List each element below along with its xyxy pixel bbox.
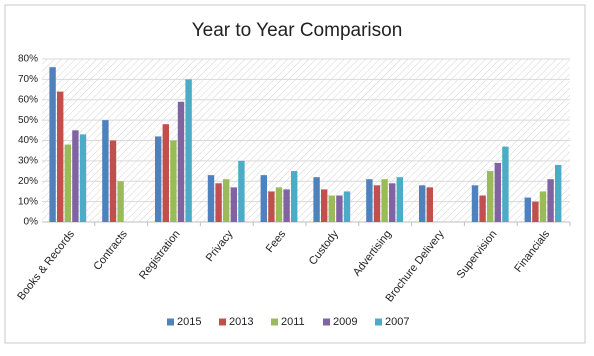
bar bbox=[215, 183, 222, 222]
bar bbox=[162, 124, 169, 222]
y-tick-label: 40% bbox=[18, 135, 38, 146]
bar bbox=[49, 67, 56, 223]
bar bbox=[117, 181, 124, 222]
bar bbox=[366, 179, 373, 222]
bar bbox=[154, 136, 162, 222]
bar bbox=[177, 101, 185, 222]
bar bbox=[79, 134, 87, 222]
bar bbox=[547, 179, 554, 222]
bar bbox=[502, 146, 509, 222]
bar bbox=[539, 191, 547, 222]
legend-label: 2015 bbox=[177, 316, 201, 328]
y-tick-label: 0% bbox=[24, 217, 39, 228]
bar bbox=[320, 189, 328, 222]
y-tick-label: 20% bbox=[18, 176, 38, 187]
bar bbox=[328, 195, 336, 222]
legend-label: 2007 bbox=[385, 316, 409, 328]
y-tick-label: 80% bbox=[18, 54, 38, 65]
bar bbox=[275, 187, 283, 222]
bar bbox=[170, 140, 177, 222]
bar bbox=[109, 140, 117, 222]
bar bbox=[479, 195, 486, 222]
bar bbox=[336, 195, 343, 222]
bar bbox=[222, 179, 230, 222]
legend-swatch bbox=[219, 318, 226, 326]
legend-swatch bbox=[375, 318, 382, 326]
legend-label: 2011 bbox=[281, 316, 305, 328]
bar bbox=[291, 171, 298, 222]
bar bbox=[185, 79, 192, 222]
legend-swatch bbox=[323, 318, 330, 326]
legend-label: 2009 bbox=[333, 316, 357, 328]
bar bbox=[56, 91, 64, 222]
bar bbox=[524, 197, 531, 222]
y-tick-label: 60% bbox=[18, 94, 38, 105]
bar bbox=[207, 175, 215, 222]
bar bbox=[268, 191, 275, 222]
bar bbox=[343, 191, 351, 222]
bar bbox=[313, 177, 320, 222]
bar bbox=[532, 201, 539, 222]
legend-swatch bbox=[271, 318, 278, 326]
bar bbox=[555, 164, 562, 222]
bar bbox=[426, 187, 433, 222]
bar bbox=[72, 130, 79, 222]
chart-title: Year to Year Comparison bbox=[192, 20, 403, 41]
bar bbox=[238, 160, 245, 222]
bar bbox=[381, 179, 388, 222]
bar bbox=[486, 171, 494, 222]
bar bbox=[494, 162, 502, 222]
bar bbox=[396, 177, 404, 222]
y-tick-label: 70% bbox=[18, 74, 38, 85]
legend-label: 2013 bbox=[229, 316, 253, 328]
bar bbox=[64, 144, 72, 222]
bar bbox=[230, 187, 238, 222]
y-tick-label: 10% bbox=[18, 196, 38, 207]
bar bbox=[389, 183, 396, 222]
bar bbox=[373, 185, 381, 222]
y-tick-label: 30% bbox=[18, 156, 38, 167]
bar bbox=[260, 175, 267, 222]
bar bbox=[102, 120, 109, 222]
legend-swatch bbox=[167, 318, 174, 326]
bar bbox=[418, 185, 426, 222]
y-tick-label: 50% bbox=[18, 115, 38, 126]
bar bbox=[471, 185, 479, 222]
bar bbox=[283, 189, 290, 222]
